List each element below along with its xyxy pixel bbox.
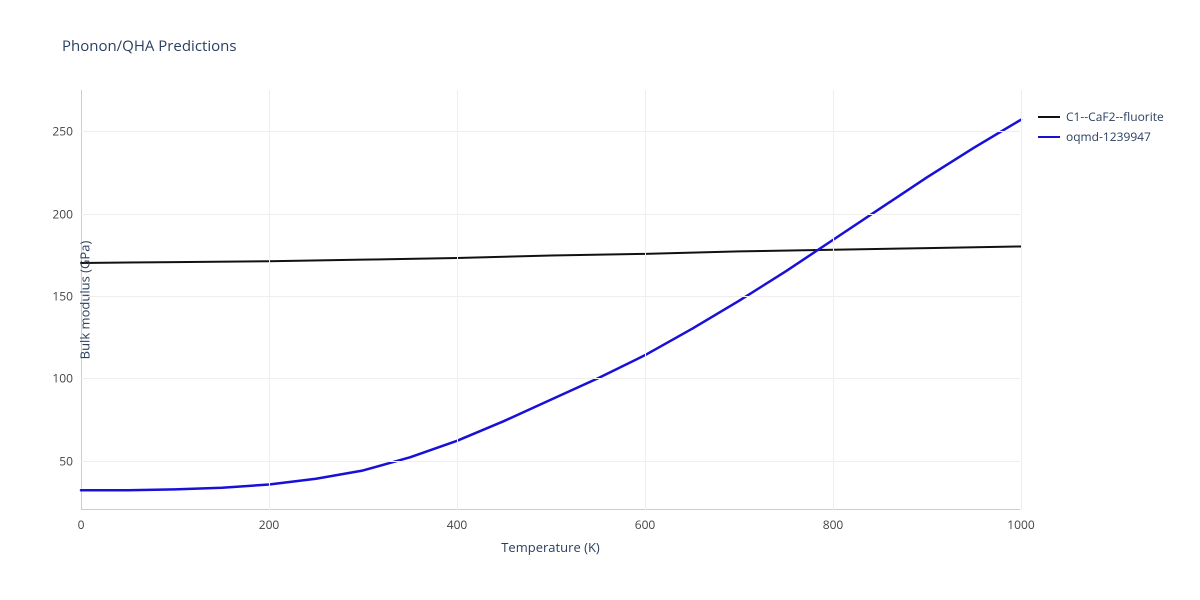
grid-line-h [81,131,1020,132]
y-tick-label: 100 [52,370,73,387]
legend-item[interactable]: C1--CaF2--fluorite [1038,108,1164,125]
y-tick-label: 150 [52,287,73,304]
series-line[interactable] [81,246,1021,262]
x-tick-label: 800 [823,516,844,533]
grid-line-v [833,90,834,510]
legend: C1--CaF2--fluorite oqmd-1239947 [1038,108,1164,148]
legend-swatch [1038,116,1060,118]
x-tick-label: 0 [78,516,85,533]
grid-line-v [457,90,458,510]
legend-swatch [1038,136,1060,138]
y-axis-label: Bulk modulus (GPa) [75,241,93,360]
grid-line-h [81,214,1020,215]
chart-title: Phonon/QHA Predictions [62,36,237,56]
grid-line-v [1021,90,1022,510]
grid-line-v [645,90,646,510]
y-tick-label: 200 [52,205,73,222]
chart-container: { "chart": { "type": "line", "title": "P… [0,0,1200,600]
grid-line-h [81,461,1020,462]
y-tick-label: 250 [52,123,73,140]
x-axis-label: Temperature (K) [501,538,600,556]
x-tick-label: 200 [259,516,280,533]
legend-item[interactable]: oqmd-1239947 [1038,128,1164,145]
series-line[interactable] [81,120,1021,491]
x-tick-label: 1000 [1007,516,1034,533]
plot-area: Temperature (K) Bulk modulus (GPa) 02004… [80,90,1020,510]
x-tick-label: 600 [635,516,656,533]
grid-line-v [269,90,270,510]
y-tick-label: 50 [59,452,73,469]
grid-line-h [81,296,1020,297]
grid-line-h [81,378,1020,379]
chart-lines-svg [81,90,1021,510]
legend-label: oqmd-1239947 [1066,128,1151,145]
x-tick-label: 400 [447,516,468,533]
legend-label: C1--CaF2--fluorite [1066,108,1164,125]
